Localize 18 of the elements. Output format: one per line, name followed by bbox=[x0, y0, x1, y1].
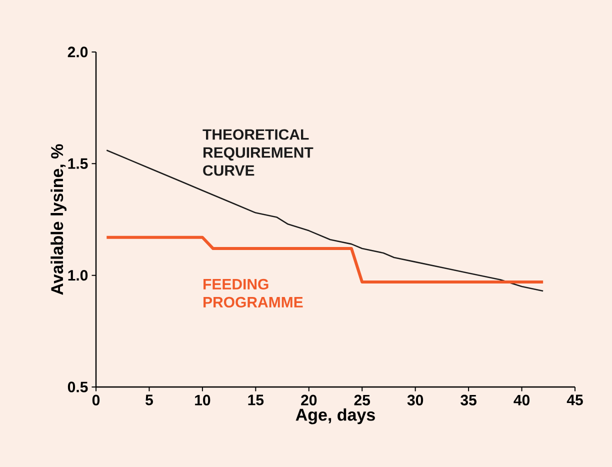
series-label: THEORETICAL REQUIREMENT CURVE bbox=[202, 129, 314, 176]
y-tick-label: 1.5 bbox=[68, 158, 88, 169]
x-tick-label: 30 bbox=[407, 394, 424, 406]
x-tick-label: 40 bbox=[514, 394, 530, 406]
y-tick-label: 0.5 bbox=[68, 382, 88, 392]
x-axis-title: Age, days bbox=[296, 408, 375, 424]
y-axis-title: Available lysine, % bbox=[50, 144, 66, 295]
text: FEEDING PROGRAMME bbox=[204, 278, 303, 308]
x-tick-label: 25 bbox=[354, 394, 370, 406]
x-tick-label: 5 bbox=[146, 394, 153, 406]
x-tick-label: 10 bbox=[195, 394, 210, 406]
x-tick-label: 0 bbox=[92, 394, 100, 406]
y-tick-label: 2.0 bbox=[68, 46, 88, 58]
x-tick-label: 20 bbox=[301, 394, 317, 406]
x-tick-label: 45 bbox=[566, 394, 583, 406]
y-tick-label: 1.0 bbox=[68, 270, 88, 281]
x-tick-label: 35 bbox=[460, 394, 476, 406]
x-tick-label: 15 bbox=[248, 394, 264, 406]
